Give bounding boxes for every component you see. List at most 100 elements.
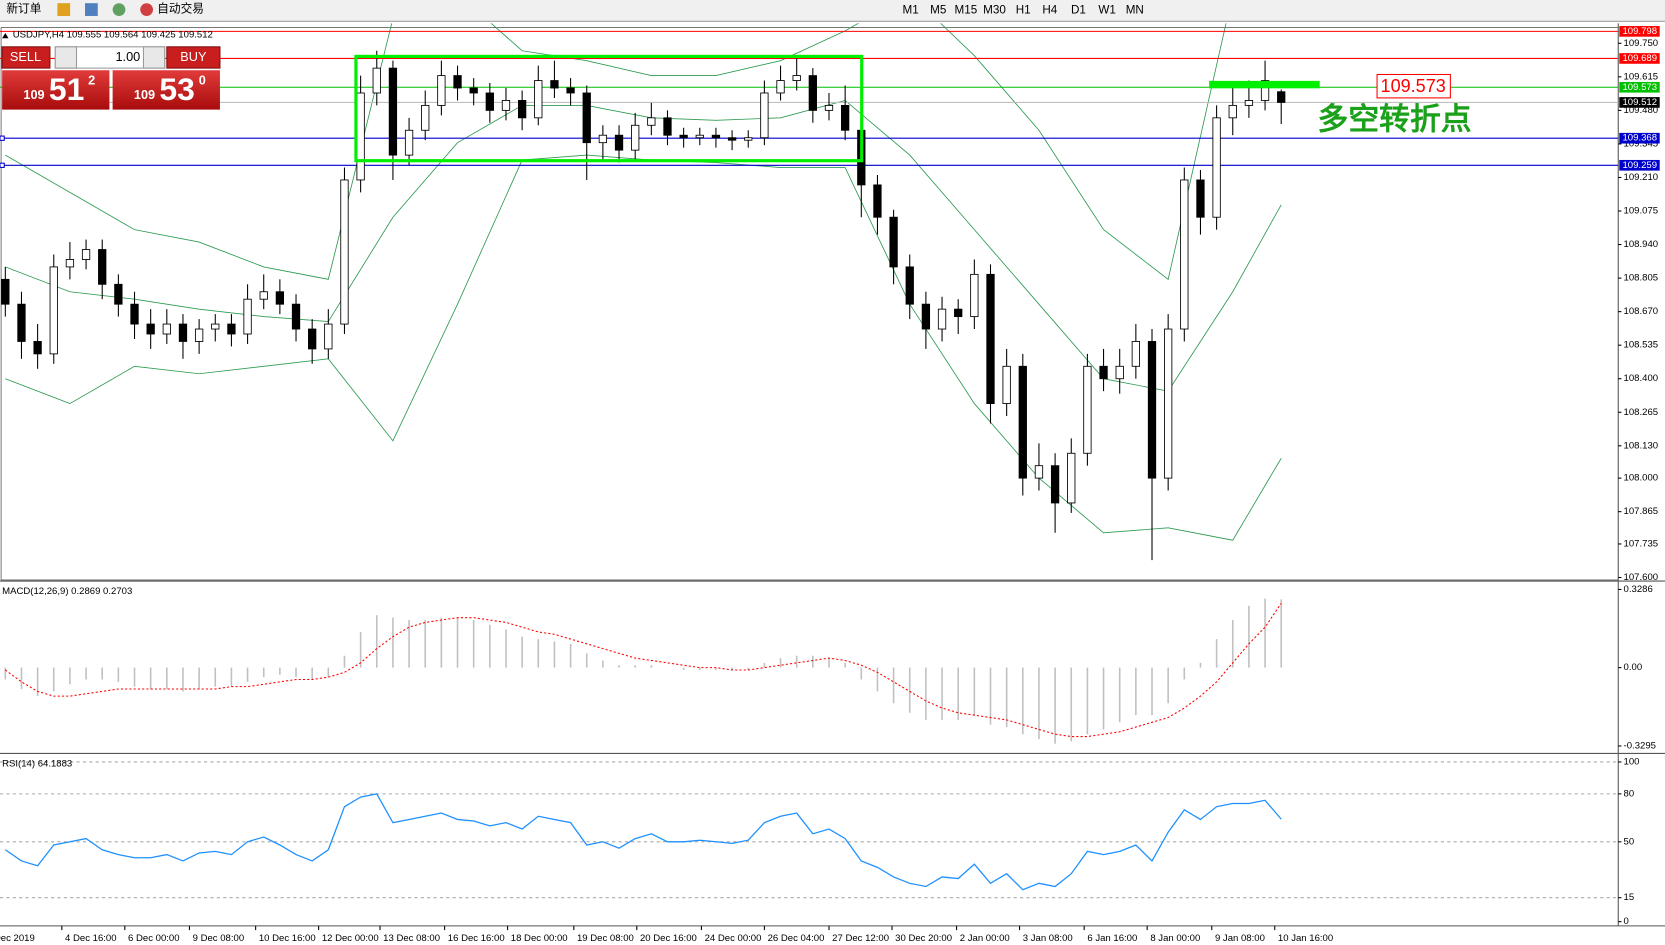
timeframe-button[interactable]: M5: [930, 4, 947, 17]
x-tick-label: 24 Dec 00:00: [705, 933, 762, 944]
y-tick-label: 109.210: [1624, 172, 1659, 183]
buy-label[interactable]: BUY: [180, 49, 207, 64]
candle-body: [760, 92, 769, 139]
price-callout: [1376, 73, 1451, 99]
bid-box[interactable]: [2, 70, 110, 110]
ask-main[interactable]: 53: [159, 71, 194, 107]
candle-body: [340, 179, 349, 325]
y-tick-label: 108.265: [1624, 407, 1659, 418]
candle-body: [1196, 179, 1205, 218]
candle-body: [1180, 179, 1189, 330]
y-tick-label: 109.750: [1624, 38, 1659, 49]
y-tick-label: 108.130: [1624, 440, 1659, 451]
candle-body: [1277, 91, 1286, 103]
bollinger-middle: [5, 99, 1282, 392]
candle-body: [1034, 465, 1044, 479]
icon[interactable]: [57, 3, 71, 16]
candle-body: [1018, 365, 1027, 479]
auto-trading-button[interactable]: 自动交易: [157, 2, 204, 16]
y-tick-label: -0.3295: [1624, 740, 1656, 751]
ask-big[interactable]: 109: [134, 87, 155, 102]
candle-body: [81, 249, 91, 260]
auto-trading-icon[interactable]: [140, 3, 154, 16]
candle-body: [49, 266, 58, 355]
candle-body: [33, 341, 42, 355]
candle-body: [1099, 365, 1108, 380]
x-tick-label: 2 Jan 00:00: [960, 933, 1010, 944]
y-tick-label: 109.480: [1624, 105, 1659, 116]
lots-down[interactable]: [54, 46, 78, 69]
y-tick-label: 109.075: [1624, 206, 1659, 217]
level-label-bg: [1619, 26, 1660, 37]
lots-value[interactable]: 1.00: [115, 49, 140, 64]
rsi-line: [4, 793, 1282, 891]
price-callout-text: 109.573: [1381, 76, 1446, 96]
timeframe-button[interactable]: M30: [983, 4, 1006, 17]
level-label-bg: [1619, 81, 1660, 93]
x-tick-label: 6 Dec 00:00: [128, 933, 180, 944]
icon[interactable]: [85, 3, 98, 16]
bid-big[interactable]: 109: [23, 87, 44, 102]
new-order-button[interactable]: 新订单: [6, 2, 41, 16]
level-handle: [0, 162, 5, 168]
x-tick-label: 4 Dec 16:00: [65, 933, 117, 944]
candle-body: [921, 303, 931, 330]
icon[interactable]: [112, 3, 126, 16]
candle-body: [1067, 452, 1076, 504]
timeframe-button[interactable]: H4: [1042, 4, 1057, 17]
candle-body: [517, 100, 527, 119]
candle-body: [65, 259, 75, 268]
candle-body: [711, 134, 721, 139]
level-label: 109.368: [1622, 133, 1657, 144]
bid-sup[interactable]: 2: [88, 72, 95, 87]
bollinger-lower: [5, 154, 1282, 541]
level-label-bg: [1619, 159, 1660, 171]
candle-body: [808, 75, 817, 111]
timeframe-button[interactable]: M15: [954, 4, 977, 17]
buy-button[interactable]: [166, 46, 221, 69]
y-tick-label: 107.600: [1624, 572, 1659, 583]
candle-body: [324, 323, 333, 350]
rsi-plot: [0, 761, 1619, 899]
bid-main[interactable]: 51: [49, 71, 84, 107]
candle-body: [227, 323, 236, 335]
timeframe-button[interactable]: M1: [902, 4, 918, 17]
candle-body: [647, 117, 656, 126]
candle-body: [388, 67, 398, 156]
candle-body: [162, 323, 171, 335]
x-tick-label: 30 Dec 20:00: [895, 933, 952, 944]
x-tick-label: 9 Jan 08:00: [1215, 933, 1265, 944]
candle-body: [211, 323, 220, 330]
timeframe-button[interactable]: D1: [1071, 4, 1086, 17]
lots-up[interactable]: [142, 46, 166, 69]
candle-body: [1002, 365, 1011, 404]
candle-body: [970, 273, 979, 318]
ask-sup[interactable]: 0: [199, 72, 206, 87]
range-box: [354, 54, 864, 163]
trade-panel: SELL 1.00 BUY 109 51 2 109 53 0: [1, 46, 221, 110]
candle-body: [259, 291, 268, 300]
timeframe-group: M1 M5 M15 M30 H1 H4 D1 W1 MN: [902, 4, 1143, 17]
timeframe-button[interactable]: W1: [1098, 4, 1116, 17]
candle-body: [1050, 465, 1060, 504]
candle-body: [631, 124, 640, 151]
timeframe-button[interactable]: H1: [1016, 4, 1031, 17]
y-tick-label: 108.000: [1624, 473, 1659, 484]
candle-body: [776, 80, 785, 94]
ask-box[interactable]: [112, 70, 220, 110]
level-label-bg: [1619, 53, 1660, 64]
candle-body: [986, 273, 995, 404]
y-tick-label: 0: [1624, 916, 1629, 927]
timeframe-button[interactable]: MN: [1126, 4, 1144, 17]
candle-body: [178, 323, 188, 342]
candle-body: [614, 134, 624, 151]
sell-button[interactable]: [1, 46, 51, 69]
x-tick-label: 6 Jan 16:00: [1087, 933, 1137, 944]
candle-body: [130, 303, 139, 325]
candle-body: [663, 117, 672, 136]
sell-label[interactable]: SELL: [10, 49, 41, 64]
candle-body: [937, 308, 947, 330]
panel-title: MACD(12,26,9) 0.2869 0.2703: [2, 586, 132, 597]
y-tick-label: 50: [1624, 836, 1635, 847]
